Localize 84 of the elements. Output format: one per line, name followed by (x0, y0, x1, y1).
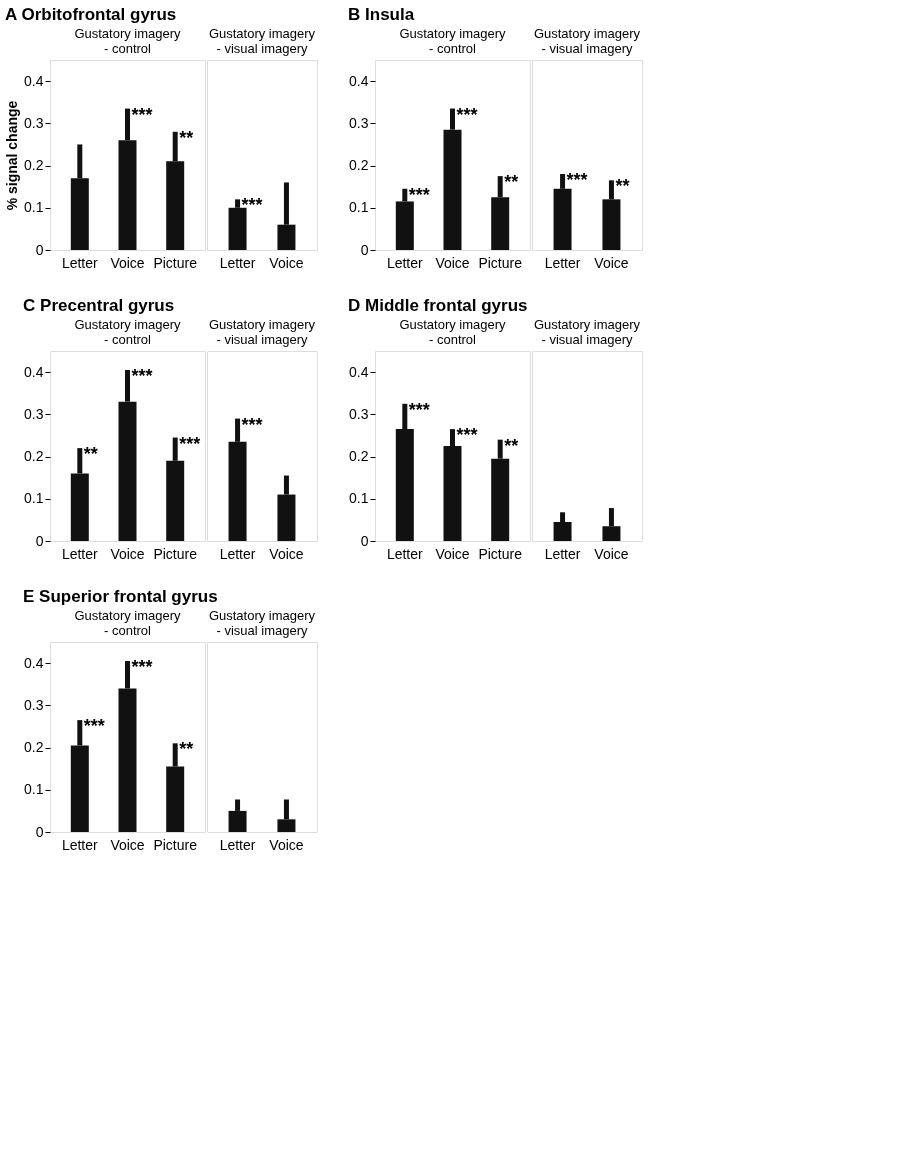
chart-title: D Middle frontal gyrus (348, 295, 528, 315)
chart-title: A Orbitofrontal gyrus (5, 4, 177, 24)
y-tick-label: 0.4 (24, 363, 44, 380)
annotation: *** (131, 104, 153, 125)
annotation: *** (456, 104, 478, 125)
y-tick-label: 0.4 (349, 363, 369, 380)
chart-subtitle: Gustatory imagery - visual imagery (208, 608, 316, 638)
y-tick-label: 0.1 (349, 199, 369, 216)
chart-subtitle: Gustatory imagery - control (74, 317, 182, 347)
x-tick-label: Voice (110, 545, 145, 562)
x-tick-label: Picture (478, 545, 523, 562)
chart-subtitle: Gustatory imagery - control (74, 608, 182, 638)
y-tick-label: 0.4 (24, 654, 44, 671)
x-tick-label: Voice (110, 836, 145, 853)
y-tick-label: 0.1 (349, 490, 369, 507)
x-tick-label: Picture (478, 254, 523, 271)
chart-subtitle: Gustatory imagery - control (399, 26, 507, 56)
y-tick-label: 0.2 (24, 448, 44, 465)
y-tick-label: 0.2 (349, 157, 369, 174)
x-tick-label: Picture (153, 545, 198, 562)
y-tick-label: 0.1 (24, 490, 44, 507)
chart-subtitle: Gustatory imagery - control (399, 317, 507, 347)
x-tick-label: Voice (594, 545, 629, 562)
y-tick-label: 0 (35, 532, 44, 549)
x-tick-label: Voice (435, 254, 470, 271)
annotation: ** (83, 444, 98, 465)
annotation: *** (179, 433, 201, 454)
y-tick-label: 0.4 (349, 72, 369, 89)
y-tick-label: 0.3 (24, 696, 44, 713)
chart-subtitle: Gustatory imagery - visual imagery (208, 317, 316, 347)
annotation: *** (241, 414, 263, 435)
chart-subtitle: Gustatory imagery - visual imagery (208, 26, 316, 56)
y-tick-label: 0.3 (349, 405, 369, 422)
chart-subtitle: Gustatory imagery - control (74, 26, 182, 56)
annotation: *** (408, 184, 430, 205)
annotation: ** (179, 127, 194, 148)
x-tick-label: Letter (219, 545, 256, 562)
annotation: *** (131, 657, 153, 677)
y-tick-label: 0 (35, 823, 44, 840)
y-tick-label: 0.2 (349, 448, 369, 465)
x-tick-label: Voice (594, 254, 629, 271)
chart-subtitle: Gustatory imagery - visual imagery (533, 26, 641, 56)
x-tick-label: Letter (61, 545, 99, 562)
x-tick-label: Letter (61, 836, 99, 853)
x-tick-label: Voice (435, 545, 470, 562)
y-tick-label: 0.1 (24, 781, 44, 798)
annotation: ** (179, 739, 194, 760)
x-tick-label: Picture (153, 836, 198, 853)
y-tick-label: 0.3 (349, 114, 369, 131)
x-tick-label: Letter (386, 545, 424, 562)
x-tick-label: Letter (386, 254, 424, 271)
annotation: ** (615, 176, 630, 197)
x-tick-label: Voice (269, 254, 304, 271)
chart-title: C Precentral gyrus (23, 295, 175, 315)
y-tick-label: 0 (360, 532, 369, 549)
x-tick-label: Voice (269, 836, 304, 853)
annotation: *** (456, 425, 478, 446)
chart-title: E Superior frontal gyrus (23, 586, 218, 606)
y-tick-label: 0.4 (24, 72, 44, 89)
x-tick-label: Voice (110, 254, 145, 271)
x-tick-label: Letter (61, 254, 99, 271)
y-tick-label: 0.3 (24, 405, 44, 422)
annotation: ** (504, 435, 519, 456)
y-axis-title: % signal change (4, 100, 21, 211)
y-tick-label: 0 (35, 241, 44, 258)
x-tick-label: Letter (544, 545, 581, 562)
y-tick-label: 0.3 (24, 114, 44, 131)
chart-title: B Insula (348, 4, 415, 24)
x-tick-label: Letter (544, 254, 581, 271)
annotation: *** (408, 399, 430, 420)
x-tick-label: Letter (219, 836, 256, 853)
annotation: ** (504, 172, 519, 193)
y-tick-label: 0.2 (24, 739, 44, 756)
annotation: *** (83, 716, 105, 737)
annotation: *** (241, 195, 263, 216)
y-tick-label: 0 (360, 241, 369, 258)
y-tick-label: 0.1 (24, 199, 44, 216)
annotation: *** (566, 170, 588, 190)
y-tick-label: 0.2 (24, 157, 44, 174)
x-tick-label: Voice (269, 545, 304, 562)
x-tick-label: Letter (219, 254, 256, 271)
x-tick-label: Picture (153, 254, 198, 271)
annotation: *** (131, 366, 153, 386)
chart-subtitle: Gustatory imagery - visual imagery (533, 317, 641, 347)
